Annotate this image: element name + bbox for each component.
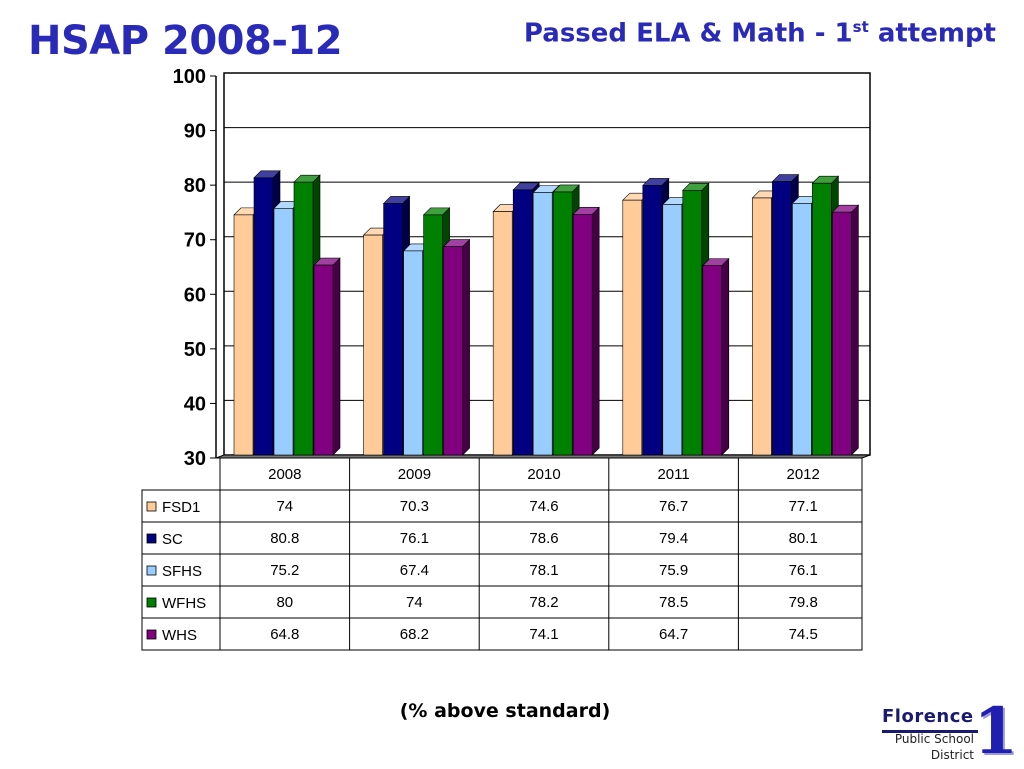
bar xyxy=(642,185,663,456)
bar-side xyxy=(721,257,730,456)
data-label: 77.1 xyxy=(789,498,818,515)
bar xyxy=(383,203,403,456)
bar xyxy=(512,189,533,456)
data-label: 68.2 xyxy=(400,626,429,643)
bar xyxy=(273,208,294,456)
bar xyxy=(752,197,772,456)
data-label: 76.7 xyxy=(659,498,688,515)
subtitle-tail: attempt xyxy=(868,18,996,49)
logo-name: Florence xyxy=(882,706,974,727)
data-label: 80.1 xyxy=(789,530,818,547)
y-tick-label: 40 xyxy=(184,393,206,415)
data-label: 78.5 xyxy=(659,594,688,611)
bar-side xyxy=(332,257,341,456)
bar xyxy=(772,181,792,456)
data-label: 70.3 xyxy=(400,498,429,515)
data-label: 78.6 xyxy=(529,530,558,547)
data-label: 79.4 xyxy=(659,530,688,547)
bar xyxy=(233,214,254,456)
y-tick-label: 80 xyxy=(184,175,206,197)
legend-swatch xyxy=(146,629,157,640)
bar xyxy=(363,234,383,456)
data-label: 75.2 xyxy=(270,562,299,579)
data-label: 67.4 xyxy=(400,562,429,579)
data-label: 78.2 xyxy=(529,594,558,611)
units-note: (% above standard) xyxy=(399,700,611,722)
bar xyxy=(792,203,812,456)
data-label: 74.6 xyxy=(529,498,558,515)
data-label: 78.1 xyxy=(529,562,558,579)
y-tick-label: 30 xyxy=(184,448,206,470)
data-label: 64.7 xyxy=(659,626,688,643)
bar xyxy=(682,190,703,456)
data-label: 80.8 xyxy=(270,530,299,547)
logo-subtitle-2: District xyxy=(930,748,974,762)
y-tick-label: 70 xyxy=(184,230,206,252)
bar xyxy=(662,204,683,456)
y-tick-label: 50 xyxy=(184,339,206,361)
bar xyxy=(572,214,593,456)
legend-label: FSD1 xyxy=(162,499,200,516)
data-label: 79.8 xyxy=(789,594,818,611)
bar xyxy=(313,264,334,456)
logo-subtitle-1: Public School xyxy=(894,732,974,746)
data-label: 76.1 xyxy=(789,562,818,579)
legend-label: SFHS xyxy=(162,563,202,580)
legend-label: WFHS xyxy=(162,595,206,612)
data-label: 75.9 xyxy=(659,562,688,579)
bar xyxy=(253,177,274,456)
y-tick-label: 60 xyxy=(184,284,206,306)
legend-label: WHS xyxy=(162,627,197,644)
bar xyxy=(443,246,463,456)
page-title: HSAP 2008-12 xyxy=(28,18,343,64)
bar-chart: 30 40 50 60 70 80 90 100 2008 2009 2010 2011 2012 FSD… xyxy=(141,66,871,651)
bar xyxy=(492,211,513,456)
data-label: 74.1 xyxy=(529,626,558,643)
bar xyxy=(423,214,443,456)
table-header-row xyxy=(219,457,863,491)
data-label: 64.8 xyxy=(270,626,299,643)
x-category-label: 2012 xyxy=(787,466,820,483)
bar-side xyxy=(462,238,470,456)
x-category-label: 2011 xyxy=(657,466,689,483)
logo-number: 1 xyxy=(973,694,1018,769)
data-label: 74 xyxy=(406,594,423,611)
bar xyxy=(812,182,832,456)
legend-swatch xyxy=(146,597,157,608)
bar-side xyxy=(851,204,859,456)
data-label: 74.5 xyxy=(789,626,818,643)
legend-label: SC xyxy=(162,531,183,548)
bar xyxy=(403,250,423,456)
y-tick-label: 100 xyxy=(173,66,206,88)
y-tick-label: 90 xyxy=(184,121,206,143)
x-category-label: 2010 xyxy=(527,466,560,483)
legend-swatch xyxy=(146,501,157,512)
bar xyxy=(832,211,852,456)
bar xyxy=(702,265,723,456)
chart-subtitle: Passed ELA & Math - 1st attempt xyxy=(524,18,996,49)
bar-side xyxy=(591,206,600,456)
bar xyxy=(552,191,573,456)
subtitle-main: Passed ELA & Math - 1 xyxy=(523,18,853,49)
table-body xyxy=(141,489,863,651)
bar xyxy=(293,181,314,456)
logo-underline xyxy=(882,730,978,733)
x-category-label: 2009 xyxy=(398,466,431,483)
data-label: 76.1 xyxy=(400,530,429,547)
data-label: 80 xyxy=(276,594,293,611)
legend-swatch xyxy=(146,565,157,576)
legend-swatch xyxy=(146,533,157,544)
district-logo: Florence Public School District 1 xyxy=(880,700,1020,768)
subtitle-superscript: st xyxy=(852,18,869,36)
bar xyxy=(622,199,643,456)
bar xyxy=(532,192,553,456)
data-label: 74 xyxy=(276,498,293,515)
x-category-label: 2008 xyxy=(268,466,301,483)
